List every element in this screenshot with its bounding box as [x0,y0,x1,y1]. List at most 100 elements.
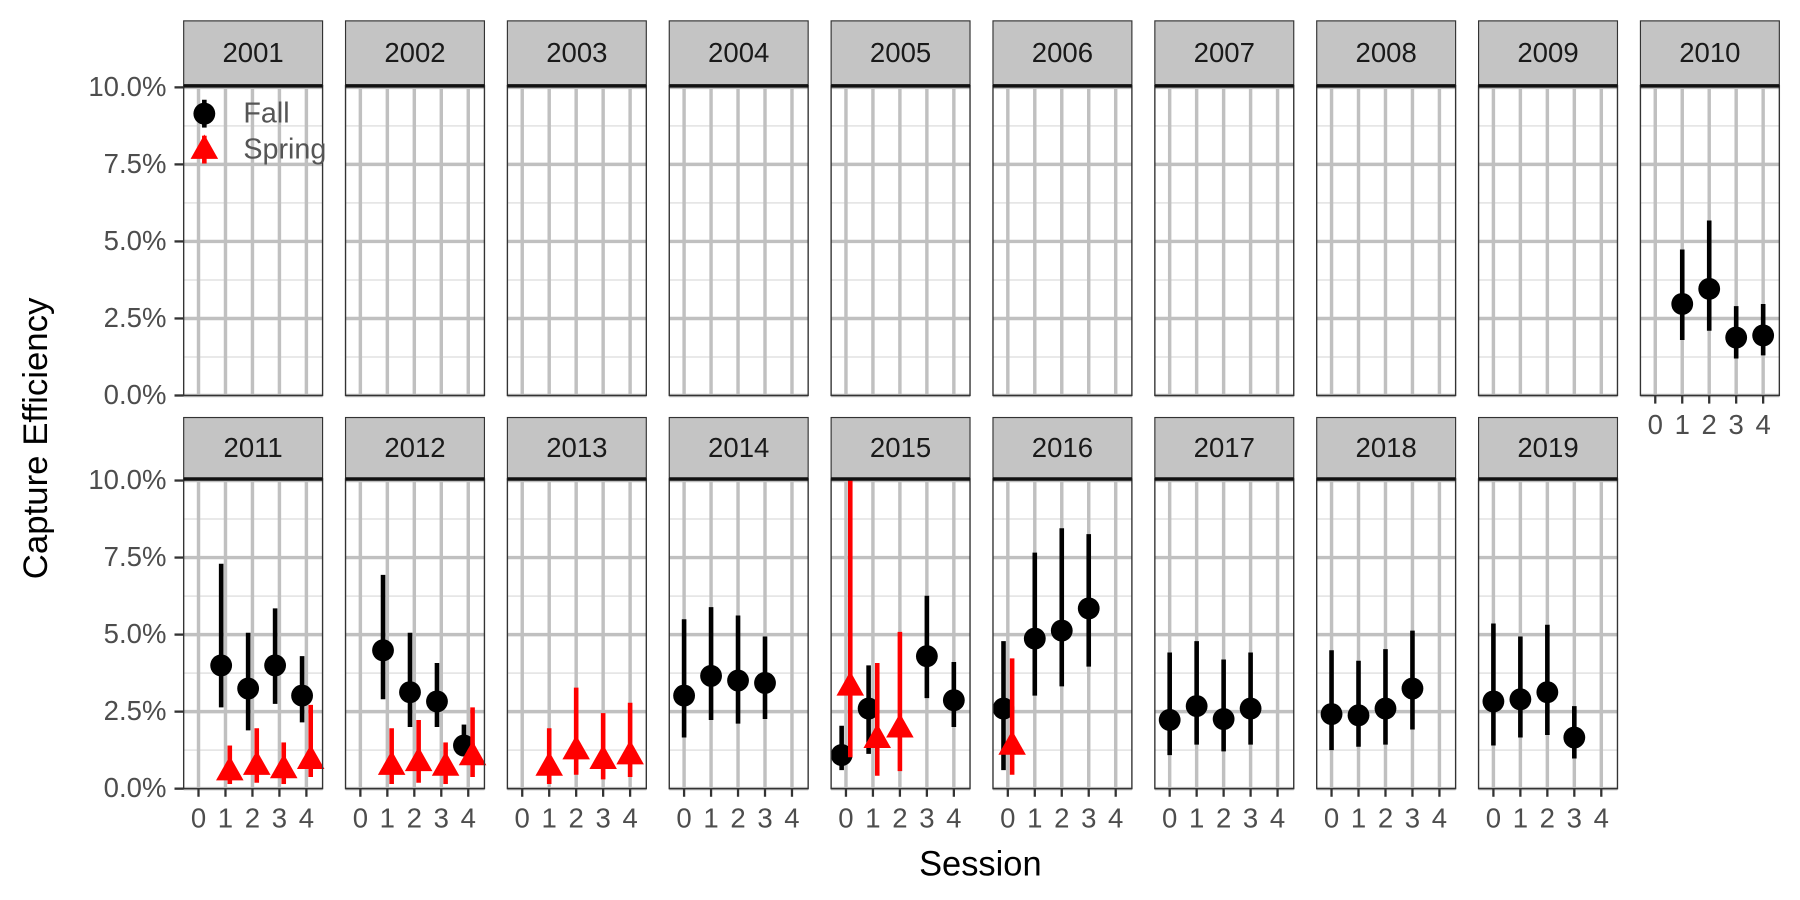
x-tick-label: 0 [1486,802,1501,833]
point [1158,708,1181,731]
facet-strip [344,416,486,480]
point [857,697,880,720]
x-tick-label: 3 [595,802,610,833]
x-tick-label: 0 [676,802,691,833]
x-tick-label: 3 [757,802,772,833]
facet-label: 2012 [384,432,445,463]
point [673,684,696,707]
y-tick-label: 0.0% [104,379,167,410]
x-tick-label: 0 [838,802,853,833]
x-tick-label: 2 [1054,802,1069,833]
point [1698,277,1721,300]
x-tick-label: 1 [542,802,557,833]
y-tick-label: 5.0% [104,618,167,649]
facet-strip [1639,20,1780,87]
facet-label: 2019 [1517,432,1578,463]
point [700,664,722,687]
facet-strip [344,20,486,87]
facet-strip [992,20,1133,87]
facet-label: 2002 [384,37,445,68]
facet-strip [1154,20,1295,87]
x-tick-label: 1 [1027,802,1042,833]
facet-label: 2018 [1356,432,1417,463]
facet-strip [183,20,324,87]
x-tick-label: 2 [407,802,422,833]
legend-label: Spring [243,133,326,165]
point [216,756,244,781]
point [431,751,460,776]
point [1752,324,1775,347]
x-tick-label: 2 [569,802,584,833]
point [727,669,749,692]
facet-strip [1316,416,1457,480]
y-tick-label: 7.5% [104,148,167,179]
x-tick-label: 1 [703,802,718,833]
x-tick-label: 2 [730,802,745,833]
facet-strip [1316,20,1457,87]
point [1023,627,1046,650]
x-tick-label: 4 [461,802,476,833]
point [1347,704,1370,727]
point [1536,681,1559,704]
point [1212,708,1235,731]
x-tick-label: 4 [1755,409,1770,440]
point [264,654,287,677]
point [1050,619,1073,642]
x-tick-label: 2 [1216,802,1231,833]
x-tick-label: 4 [946,802,961,833]
point [399,681,421,704]
facet-strip [1477,416,1619,480]
x-tick-label: 0 [1000,802,1015,833]
x-tick-label: 3 [1243,802,1258,833]
point [562,735,590,760]
point [291,684,313,707]
point [1077,597,1100,620]
facet-strip [1154,416,1295,480]
x-tick-label: 3 [272,802,287,833]
facet-label: 2005 [870,37,931,68]
legend-label: Fall [243,97,289,129]
point [426,690,448,713]
x-tick-label: 4 [1432,802,1447,833]
x-tick-label: 1 [380,802,395,833]
x-tick-label: 0 [353,802,368,833]
x-tick-label: 2 [245,802,260,833]
x-tick-label: 3 [1081,802,1096,833]
y-tick-label: 0.0% [104,772,167,803]
x-tick-label: 2 [1540,802,1555,833]
point [754,671,776,694]
point [1671,292,1694,315]
x-tick-label: 4 [1594,802,1609,833]
point [377,750,406,775]
point [372,639,394,662]
point [1401,677,1424,700]
facet-label: 2014 [708,432,769,463]
x-tick-label: 3 [1567,802,1582,833]
point [237,677,260,700]
point [915,645,938,668]
point [1185,695,1208,718]
x-tick-label: 2 [1702,409,1717,440]
x-tick-label: 0 [1324,802,1339,833]
y-axis-title: Capture Efficiency [17,297,55,579]
point [1239,697,1262,720]
x-tick-label: 4 [784,802,799,833]
y-tick-label: 10.0% [88,71,166,102]
point [1320,703,1343,726]
point [1725,326,1748,349]
x-tick-label: 3 [434,802,449,833]
facet-label: 2001 [222,37,283,68]
facet-label: 2003 [546,37,607,68]
x-tick-label: 4 [299,802,314,833]
point [535,751,563,776]
point [210,654,233,677]
facet-strip [830,20,971,87]
y-tick-label: 7.5% [104,541,167,572]
point [1509,688,1532,711]
facet-label: 2017 [1194,432,1255,463]
x-tick-label: 1 [1513,802,1528,833]
point [998,730,1026,755]
point [830,744,853,767]
facet-label: 2008 [1356,37,1417,68]
x-tick-label: 1 [1351,802,1366,833]
